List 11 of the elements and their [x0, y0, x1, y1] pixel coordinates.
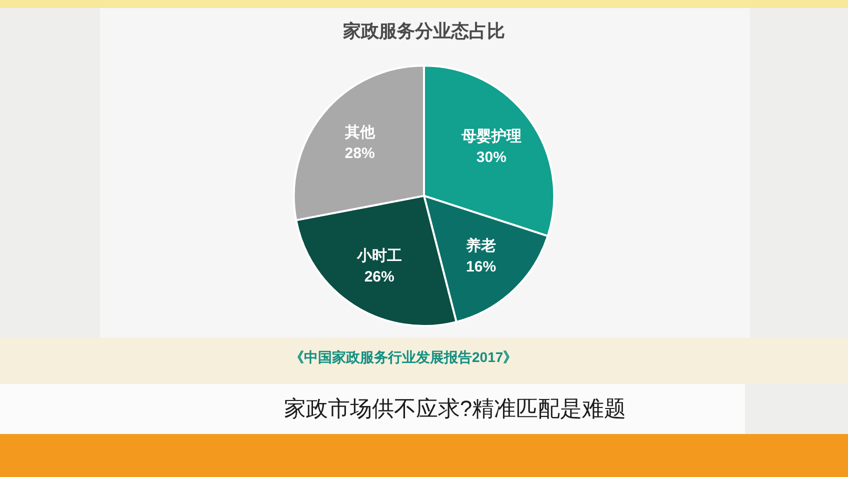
chart-title: 家政服务分业态占比 — [342, 20, 505, 41]
slice-label: 小时工 — [356, 247, 402, 264]
data-label: 26% — [364, 268, 394, 286]
data-label: 30% — [476, 148, 506, 166]
slice-label: 养老 — [465, 236, 496, 255]
text: 家政市场供不应求?精准匹配是难题 — [284, 396, 626, 422]
slice-label: 母婴护理 — [460, 126, 522, 145]
data-label: 28% — [344, 144, 375, 162]
data-label: 16% — [466, 258, 496, 276]
slice-label: 其他 — [344, 124, 376, 141]
text: 《中国家政服务行业发展报告2017》 — [290, 348, 518, 365]
